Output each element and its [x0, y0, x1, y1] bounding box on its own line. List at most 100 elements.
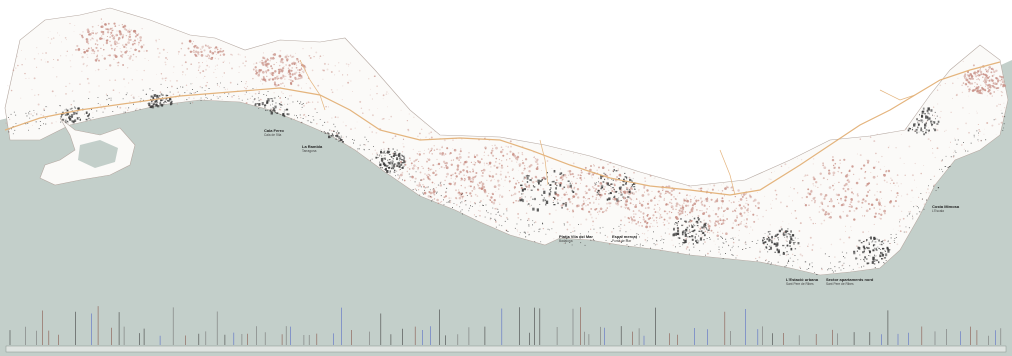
terrain-dot — [253, 63, 255, 65]
terrain-dot — [751, 229, 754, 231]
terrain-dot — [1002, 85, 1005, 88]
terrain-dot — [410, 180, 412, 181]
terrain-dot — [254, 92, 257, 95]
terrain-dot — [705, 211, 708, 213]
terrain-dot — [983, 74, 985, 76]
terrain-dot — [686, 246, 689, 249]
urban-block — [569, 182, 571, 185]
terrain-dot — [572, 216, 574, 218]
terrain-dot — [217, 58, 220, 60]
urban-block — [834, 266, 836, 268]
terrain-dot — [433, 145, 435, 147]
urban-block — [619, 186, 622, 189]
terrain-dot — [215, 46, 217, 49]
urban-block — [563, 186, 566, 189]
terrain-dot — [678, 223, 680, 225]
terrain-dot — [716, 234, 719, 238]
terrain-dot — [762, 215, 764, 218]
terrain-dot — [927, 188, 929, 190]
urban-block — [701, 230, 703, 233]
terrain-dot — [426, 158, 428, 160]
urban-block — [797, 242, 800, 245]
urban-block — [693, 225, 696, 227]
terrain-dot — [482, 185, 486, 189]
terrain-dot — [398, 175, 401, 178]
terrain-dot — [520, 196, 523, 198]
terrain-dot — [36, 111, 38, 113]
urban-block — [167, 100, 170, 102]
urban-block — [161, 104, 162, 106]
urban-block — [555, 187, 557, 190]
terrain-dot — [827, 205, 829, 208]
terrain-dot — [801, 197, 803, 199]
terrain-dot — [750, 210, 752, 212]
urban-block — [258, 108, 260, 109]
terrain-dot — [891, 179, 893, 181]
terrain-dot — [436, 158, 438, 160]
urban-block — [345, 136, 347, 138]
terrain-dot — [445, 166, 449, 170]
terrain-dot — [428, 152, 430, 154]
urban-block — [363, 149, 365, 151]
urban-block — [276, 112, 279, 114]
terrain-dot — [716, 220, 720, 223]
terrain-dot — [808, 204, 810, 206]
terrain-dot — [130, 47, 132, 49]
urban-block — [155, 95, 157, 97]
urban-block — [697, 218, 700, 221]
terrain-dot — [21, 64, 23, 66]
terrain-dot — [137, 38, 139, 40]
terrain-dot — [868, 189, 871, 192]
terrain-dot — [598, 191, 601, 194]
terrain-dot — [730, 202, 732, 204]
terrain-dot — [282, 75, 285, 78]
terrain-dot — [416, 184, 419, 187]
terrain-dot — [472, 178, 475, 181]
urban-block — [537, 188, 539, 190]
urban-block — [771, 241, 773, 244]
terrain-dot — [985, 70, 988, 72]
urban-block — [152, 103, 154, 105]
terrain-dot — [961, 144, 963, 146]
terrain-dot — [457, 191, 460, 195]
terrain-dot — [192, 83, 193, 85]
terrain-dot — [490, 179, 492, 182]
urban-block — [578, 224, 579, 225]
terrain-dot — [198, 62, 200, 64]
terrain-dot — [450, 163, 453, 166]
terrain-dot — [118, 37, 121, 40]
terrain-dot — [997, 89, 999, 91]
terrain-dot — [899, 157, 902, 159]
urban-block — [378, 154, 381, 156]
terrain-dot — [177, 53, 179, 55]
terrain-dot — [876, 175, 878, 177]
terrain-dot — [342, 121, 344, 123]
urban-block — [219, 96, 221, 98]
terrain-dot — [897, 230, 899, 231]
terrain-dot — [28, 77, 30, 79]
terrain-dot — [750, 226, 752, 228]
urban-block — [957, 139, 959, 141]
urban-block — [447, 201, 449, 203]
terrain-dot — [594, 190, 597, 192]
urban-block — [396, 157, 399, 161]
terrain-dot — [127, 67, 129, 69]
terrain-dot — [619, 240, 622, 243]
urban-block — [749, 247, 751, 248]
terrain-dot — [665, 203, 668, 206]
terrain-dot — [797, 262, 798, 264]
terrain-dot — [472, 168, 474, 171]
urban-block — [933, 122, 936, 124]
urban-block — [308, 115, 310, 116]
terrain-dot — [838, 172, 839, 174]
terrain-dot — [977, 123, 979, 126]
terrain-dot — [536, 158, 539, 161]
terrain-dot — [464, 200, 466, 202]
urban-block — [926, 116, 929, 119]
terrain-dot — [216, 64, 219, 66]
terrain-dot — [631, 222, 633, 224]
terrain-dot — [114, 54, 117, 57]
terrain-dot — [879, 208, 881, 210]
urban-block — [241, 99, 243, 101]
terrain-dot — [407, 128, 410, 131]
